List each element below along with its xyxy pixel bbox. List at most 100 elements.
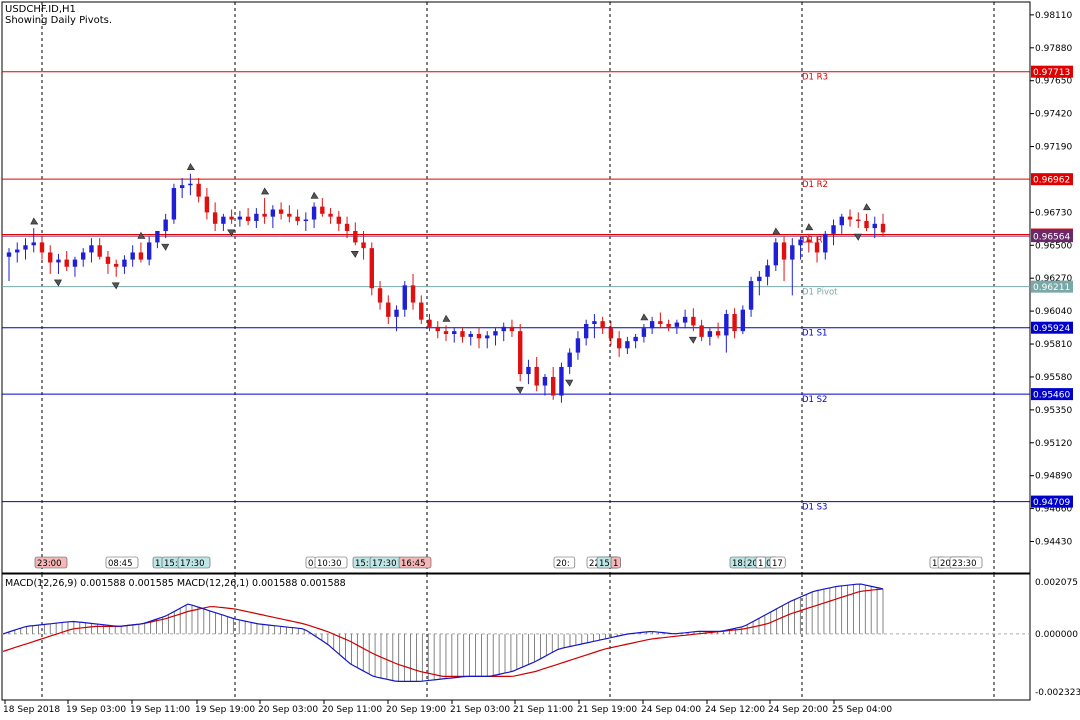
pivot-name: D1 S2	[802, 395, 827, 405]
candle-body	[155, 230, 160, 243]
candle-body	[72, 259, 78, 267]
candle-body	[212, 212, 218, 224]
price-tick-label: 0.96270	[1035, 274, 1072, 284]
session-label: 1	[155, 559, 160, 569]
pivot-price-box	[1031, 495, 1073, 508]
price-tick-label: 0.96500	[1035, 241, 1072, 251]
candle-body	[15, 249, 20, 253]
session-label: 23:00	[37, 559, 62, 569]
candle-body	[740, 309, 746, 332]
candle-body	[649, 321, 655, 329]
candle-body	[831, 225, 836, 234]
candle-body	[163, 219, 168, 231]
session-label: 1	[613, 559, 618, 569]
candle-body	[254, 213, 259, 221]
candle-body	[674, 322, 680, 327]
candle-body	[311, 206, 317, 220]
time-tick-label: 19 Sep 11:00	[130, 705, 190, 715]
price-tick-label: 0.97190	[1035, 143, 1072, 153]
candle-body	[39, 242, 45, 253]
candle-body	[6, 252, 12, 257]
candle-body	[559, 366, 564, 396]
candle-body	[402, 285, 407, 310]
candle-body	[658, 321, 663, 324]
price-tick-label: 0.95580	[1035, 373, 1072, 383]
candle-body	[765, 265, 770, 277]
candle-body	[328, 213, 333, 217]
current-price-box	[1031, 230, 1073, 243]
candle-body	[410, 285, 416, 303]
price-tick-label: 0.96040	[1035, 307, 1072, 317]
time-tick-label: 24 Sep 12:00	[705, 705, 765, 715]
candle-body	[699, 325, 704, 337]
candle-body	[501, 326, 506, 332]
candle-body	[616, 338, 622, 349]
price-tick-label: 0.96730	[1035, 208, 1072, 218]
candle-body	[419, 302, 424, 320]
pivot-name: D1 S3	[802, 503, 827, 513]
pivot-name: D1 R1	[802, 236, 828, 246]
session-label: 17	[772, 559, 783, 569]
candle-body	[361, 242, 366, 249]
session-label-box	[769, 556, 786, 569]
fractal-down-icon	[565, 379, 574, 387]
pivot-name: D1 Pivot	[802, 288, 838, 298]
macd-main-line	[2, 583, 884, 682]
pivot-price-label: 0.96211	[1033, 283, 1070, 293]
candle-body	[196, 183, 201, 197]
time-tick-label: 24 Sep 20:00	[768, 705, 828, 715]
session-label: 15:	[164, 559, 178, 569]
candle-body	[583, 323, 589, 339]
candle-body	[237, 216, 243, 220]
candle-body	[798, 239, 803, 246]
main-plot-frame	[1, 1, 1031, 574]
pivot-price-box	[1031, 280, 1073, 293]
fractal-down-icon	[111, 282, 120, 290]
fractal-down-icon	[688, 336, 697, 344]
time-tick-label: 21 Sep 03:00	[450, 705, 510, 715]
session-label: 15:	[599, 559, 613, 569]
candle-body	[146, 242, 152, 260]
price-tick-label: 0.97420	[1035, 110, 1072, 120]
macd-tick-label: -0.002323	[1035, 688, 1080, 698]
candle-body	[724, 313, 729, 336]
candle-body	[518, 331, 523, 375]
macd-plot-frame	[1, 573, 1031, 701]
session-label: 23:30	[952, 559, 977, 569]
candle-body	[435, 326, 440, 332]
candle-body	[790, 245, 795, 260]
time-tick-label: 25 Sep 04:00	[832, 705, 892, 715]
candle-body	[748, 281, 754, 310]
candle-body	[122, 259, 127, 267]
time-tick-label: 20 Sep 03:00	[258, 705, 318, 715]
time-tick-label: 21 Sep 19:00	[577, 705, 637, 715]
candle-body	[509, 326, 515, 332]
candle-body	[171, 188, 177, 220]
time-tick-label: 21 Sep 11:00	[513, 705, 573, 715]
candle-body	[757, 276, 762, 282]
candle-body	[443, 331, 449, 335]
fractal-down-icon	[53, 279, 62, 287]
candle-body	[245, 216, 251, 221]
price-tick-label: 0.94430	[1035, 538, 1072, 548]
price-tick-label: 0.95350	[1035, 406, 1072, 416]
pivot-name: D1 R3	[802, 73, 828, 83]
session-label-box	[34, 556, 68, 569]
fractal-up-icon	[442, 314, 451, 322]
macd-tick-label: 0.002075	[1035, 578, 1078, 588]
session-label: 08:45	[108, 559, 133, 569]
candle-body	[262, 213, 267, 217]
candle-body	[377, 288, 383, 303]
chart-subtitle: Showing Daily Pivots.	[5, 15, 113, 26]
candle-body	[691, 316, 696, 326]
pivot-price-label: 0.96962	[1033, 176, 1070, 186]
candle-body	[48, 252, 53, 263]
candle-body	[534, 366, 539, 386]
pivot-price-box	[1031, 65, 1073, 78]
fractal-down-icon	[350, 250, 359, 258]
candle-body	[452, 331, 457, 335]
candle-body	[138, 252, 144, 260]
candle-body	[625, 341, 630, 349]
candle-body	[682, 316, 688, 323]
